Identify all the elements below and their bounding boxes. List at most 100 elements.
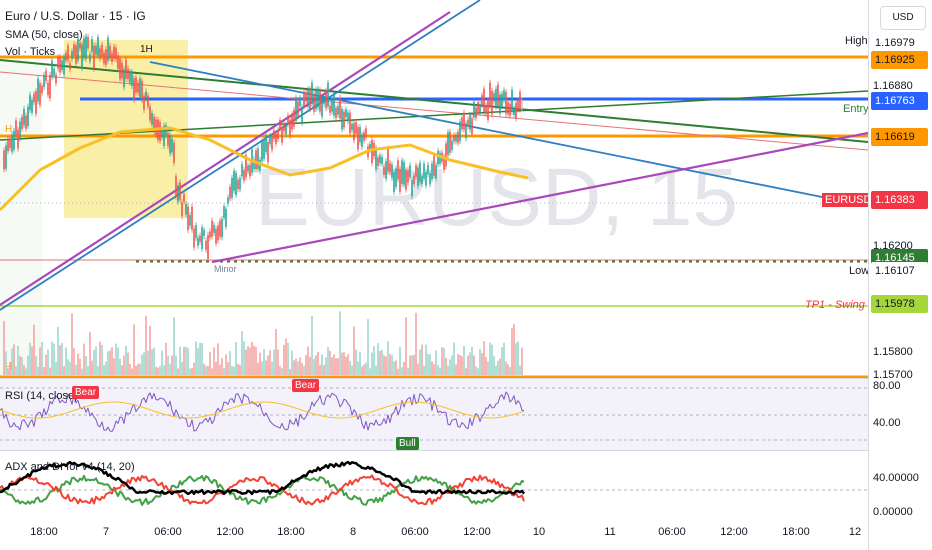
candle-body bbox=[197, 237, 199, 246]
candle-body bbox=[393, 172, 395, 193]
volume-bar bbox=[121, 365, 123, 375]
sma-legend[interactable]: SMA (50, close) bbox=[5, 29, 83, 41]
volume-legend[interactable]: Vol · Ticks bbox=[5, 46, 56, 58]
volume-bar bbox=[297, 361, 299, 375]
candle-body bbox=[289, 119, 291, 137]
candle-body bbox=[57, 57, 59, 69]
pane-separator[interactable] bbox=[0, 378, 932, 379]
h1-label: 1H bbox=[140, 44, 153, 55]
volume-bar bbox=[395, 360, 397, 375]
volume-bar bbox=[115, 343, 117, 375]
volume-bar bbox=[493, 356, 495, 375]
volume-bar bbox=[419, 349, 421, 375]
volume-bar bbox=[149, 325, 151, 375]
tp1-price-tag: 1.15978 bbox=[871, 295, 928, 313]
symbol-title[interactable]: Euro / U.S. Dollar · 15 · IG bbox=[5, 9, 146, 23]
candle-body bbox=[459, 121, 461, 142]
candle-body bbox=[303, 91, 305, 107]
volume-bar bbox=[255, 347, 257, 375]
volume-bar bbox=[15, 366, 17, 375]
volume-bar bbox=[485, 357, 487, 375]
candle-body bbox=[61, 60, 63, 71]
candle-body bbox=[253, 159, 255, 170]
candle-body bbox=[177, 185, 179, 202]
volume-bar bbox=[311, 316, 313, 375]
candle-body bbox=[411, 180, 413, 197]
h-label: H bbox=[5, 362, 12, 373]
volume-bar bbox=[251, 341, 253, 375]
di-plus-line bbox=[0, 474, 525, 506]
volume-bar bbox=[65, 347, 67, 375]
rsi-line bbox=[0, 391, 525, 432]
volume-bar bbox=[141, 354, 143, 375]
volume-bar bbox=[179, 346, 181, 375]
volume-bar bbox=[349, 361, 351, 375]
candle-body bbox=[113, 46, 115, 59]
green-trendline bbox=[0, 90, 868, 141]
volume-bar bbox=[171, 355, 173, 375]
candle-body bbox=[417, 167, 419, 187]
volume-bar bbox=[479, 348, 481, 375]
candle-body bbox=[31, 99, 33, 113]
candle-body bbox=[67, 45, 69, 61]
time-label: 18:00 bbox=[782, 526, 810, 538]
candle-body bbox=[109, 45, 111, 59]
volume-bar bbox=[487, 361, 489, 375]
h-label: H bbox=[5, 124, 12, 135]
volume-bar bbox=[91, 360, 93, 375]
candle-body bbox=[421, 175, 423, 185]
rsi-legend[interactable]: RSI (14, close) bbox=[5, 390, 78, 402]
candle-body bbox=[135, 77, 137, 93]
candle-body bbox=[51, 60, 53, 78]
volume-bar bbox=[241, 331, 243, 375]
candle-body bbox=[463, 112, 465, 130]
volume-bar bbox=[397, 368, 399, 375]
candle-body bbox=[297, 101, 299, 117]
candle-body bbox=[71, 51, 73, 59]
candle-body bbox=[173, 142, 175, 163]
adx-legend[interactable]: ADX and DI for v4 (14, 20) bbox=[5, 461, 135, 473]
sma-line bbox=[0, 126, 529, 212]
candle-body bbox=[351, 123, 353, 130]
candle-body bbox=[511, 89, 513, 112]
candle-body bbox=[419, 162, 421, 182]
candle-body bbox=[401, 160, 403, 184]
candle-body bbox=[307, 89, 309, 107]
candle-body bbox=[437, 150, 439, 165]
volume-bar bbox=[425, 344, 427, 375]
candle-body bbox=[403, 162, 405, 185]
time-label: 10 bbox=[532, 526, 546, 538]
candle-body bbox=[341, 108, 343, 130]
chart-area[interactable]: EURUSD, 15 1H H H Minor bbox=[0, 0, 868, 550]
volume-bar bbox=[327, 347, 329, 375]
candle-body bbox=[213, 224, 215, 234]
volume-bar bbox=[441, 347, 443, 375]
volume-bar bbox=[283, 344, 285, 375]
candle-body bbox=[485, 105, 487, 115]
price-axis[interactable]: 1.16880 1.16200 1.15800 1.15700 1.16979 … bbox=[868, 0, 932, 550]
candle-body bbox=[85, 36, 87, 59]
candle-body bbox=[187, 206, 189, 231]
candle-body bbox=[69, 63, 71, 70]
volume-bar bbox=[147, 350, 149, 375]
volume-bar bbox=[405, 317, 407, 375]
volume-bar bbox=[467, 355, 469, 375]
volume-bar bbox=[355, 349, 357, 375]
volume-bar bbox=[357, 361, 359, 375]
volume-bar bbox=[167, 355, 169, 375]
volume-bar bbox=[333, 354, 335, 375]
currency-button[interactable]: USD bbox=[880, 6, 926, 30]
volume-bar bbox=[33, 324, 35, 375]
volume-bar bbox=[285, 338, 287, 375]
candle-body bbox=[217, 225, 219, 241]
volume-bar bbox=[509, 367, 511, 375]
candle-body bbox=[79, 42, 81, 49]
symbol-label: EURUSD bbox=[822, 193, 875, 207]
candle-body bbox=[221, 218, 223, 238]
time-label: 12:00 bbox=[463, 526, 491, 538]
low-label: Low bbox=[846, 264, 873, 278]
volume-bar bbox=[475, 366, 477, 375]
pane-separator[interactable] bbox=[0, 450, 932, 451]
volume-bar bbox=[205, 365, 207, 375]
